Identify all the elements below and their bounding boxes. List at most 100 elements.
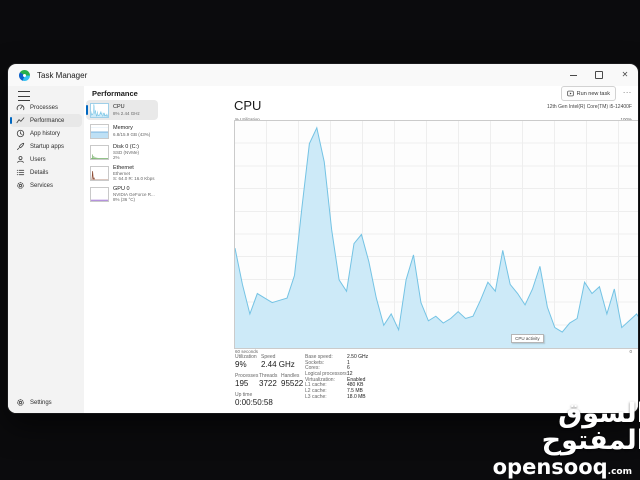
cpu-sparkline-svg [91, 103, 108, 117]
task-manager-window: Task Manager ✕ Processes Performance App… [8, 64, 638, 413]
spec-label: Logical processors: [305, 370, 349, 377]
memory-sparkline [90, 123, 109, 139]
chart-tooltip: CPU activity [511, 334, 544, 343]
page-title: Performance [92, 89, 138, 98]
stat-value-uptime: 0:00:50:58 [235, 398, 273, 407]
spec-label: Base speed: [305, 353, 333, 360]
stat-value-handles: 95522 [281, 379, 304, 388]
stat-value-speed: 2.44 GHz [261, 360, 295, 369]
task-manager-icon [19, 69, 30, 81]
chart-y-max-label: 100% [620, 117, 632, 122]
spec-value: Enabled [347, 376, 366, 383]
cpu-model-name: 12th Gen Intel(R) Core(TM) i5-12400F [546, 104, 632, 110]
users-icon [17, 156, 24, 163]
spec-label: L3 cache: [305, 393, 327, 400]
run-new-task-icon [567, 90, 574, 97]
processes-icon [16, 104, 25, 111]
settings-gear-icon [17, 399, 24, 406]
spec-row: Cores: 6 [305, 365, 415, 371]
metric-name: Ethernet [113, 164, 134, 171]
cpu-stats-block: Utilization Speed 9% 2.44 GHz Processes … [235, 354, 395, 412]
run-new-task-button[interactable]: Run new task [560, 86, 616, 101]
stat-value-utilization: 9% [235, 360, 247, 369]
chart-x-right-label: 0 [629, 349, 632, 354]
performance-icon [16, 117, 25, 124]
spec-label: Sockets: [305, 359, 325, 366]
startup-apps-icon [17, 142, 25, 150]
sidebar-item-app-history[interactable]: App history [10, 127, 82, 140]
sidebar-item-label: Details [30, 169, 49, 176]
stat-label: Threads [259, 373, 278, 379]
minimize-button[interactable] [560, 64, 586, 86]
sidebar-item-label: Processes [30, 104, 59, 111]
spec-label: L1 cache: [305, 382, 327, 389]
metric-name: Disk 0 (C:) [113, 143, 139, 150]
metric-sub: 8% 2.44 GHz [113, 110, 140, 116]
metric-name: GPU 0 [113, 185, 130, 192]
spec-label: Virtualization: [305, 376, 335, 383]
metric-sub: 6.8/15.9 GB (43%) [113, 131, 151, 137]
metric-item-cpu[interactable]: CPU 8% 2.44 GHz [86, 100, 158, 120]
spec-label: Cores: [305, 365, 320, 372]
spec-row: Logical processors: 12 [305, 371, 415, 377]
sidebar-item-users[interactable]: Users [10, 153, 82, 166]
metric-item-disk[interactable]: Disk 0 (C:) SSD (NVMe) 2% [86, 142, 158, 162]
sidebar-item-details[interactable]: Details [10, 166, 82, 179]
details-icon [16, 169, 25, 176]
spec-label: L2 cache: [305, 387, 327, 394]
cpu-chart-svg [235, 126, 638, 348]
ethernet-sparkline [90, 165, 109, 181]
spec-value: 12 [347, 370, 353, 377]
sidebar-item-performance[interactable]: Performance [10, 114, 82, 127]
sidebar-item-settings[interactable]: Settings [16, 398, 52, 407]
metric-sub: SSD (NVMe) [113, 150, 140, 156]
stat-label: Up time [235, 392, 253, 398]
chart-y-axis-label: % Utilization [235, 117, 260, 122]
stat-label: Processes [235, 373, 259, 379]
hamburger-menu-icon[interactable] [18, 91, 30, 101]
close-button[interactable]: ✕ [621, 70, 629, 79]
sidebar: Processes Performance App history Startu… [8, 86, 84, 413]
spec-value: 18.0 MB [347, 393, 366, 400]
stat-label: Speed [261, 354, 276, 360]
metric-item-gpu[interactable]: GPU 0 NVIDIA GeForce R... 8% (36 °C) [86, 184, 158, 204]
maximize-button[interactable] [586, 64, 612, 86]
sidebar-item-processes[interactable]: Processes [10, 101, 82, 114]
metric-sub2: 8% (36 °C) [113, 197, 136, 203]
spec-value: 6 [347, 365, 350, 372]
settings-label: Settings [30, 399, 52, 406]
sidebar-item-services[interactable]: Services [10, 179, 82, 192]
performance-metric-list: CPU 8% 2.44 GHz Memory 6.8/15.9 GB (43%) [86, 99, 158, 204]
metric-sub2: 2% [113, 155, 120, 161]
metric-name: CPU [113, 104, 125, 111]
run-new-task-label: Run new task [576, 90, 610, 97]
spec-value: 1 [347, 359, 350, 366]
spec-value: 2.50 GHz [347, 353, 369, 360]
spec-row: Base speed: 2.50 GHz [305, 354, 415, 360]
title-bar: Task Manager ✕ [8, 64, 638, 86]
spec-value: 7.5 MB [347, 387, 363, 394]
metric-name: Memory [113, 125, 133, 132]
stat-value-threads: 3722 [259, 379, 277, 388]
sidebar-item-startup-apps[interactable]: Startup apps [10, 140, 82, 153]
stat-label: Handles [281, 373, 300, 379]
metric-item-ethernet[interactable]: Ethernet Ethernet S: 64.0 R: 16.0 Kbps [86, 163, 158, 183]
spec-row: L1 cache: 480 KB [305, 382, 415, 388]
cpu-sparkline [90, 102, 109, 118]
disk-sparkline [90, 144, 109, 160]
sidebar-item-label: Startup apps [30, 143, 65, 150]
cpu-utilization-chart[interactable]: CPU activity [234, 120, 638, 349]
stat-value-processes: 195 [235, 379, 249, 388]
services-icon [17, 182, 24, 189]
spec-row: Sockets: 1 [305, 360, 415, 366]
stat-label: Utilization [235, 354, 257, 360]
metric-sub2: S: 64.0 R: 16.0 Kbps [113, 176, 155, 182]
performance-pane: Performance Run new task ... CPU 8% 2.44… [84, 86, 638, 413]
metric-item-memory[interactable]: Memory 6.8/15.9 GB (43%) [86, 121, 158, 141]
spec-row: L3 cache: 18.0 MB [305, 394, 415, 400]
app-history-icon [16, 129, 25, 138]
more-options-button[interactable]: ... [623, 88, 632, 95]
spec-row: Virtualization: Enabled [305, 377, 415, 383]
gpu-sparkline [90, 186, 109, 202]
cpu-spec-list: Base speed: 2.50 GHz Sockets: 1 Cores: 6… [305, 354, 415, 400]
